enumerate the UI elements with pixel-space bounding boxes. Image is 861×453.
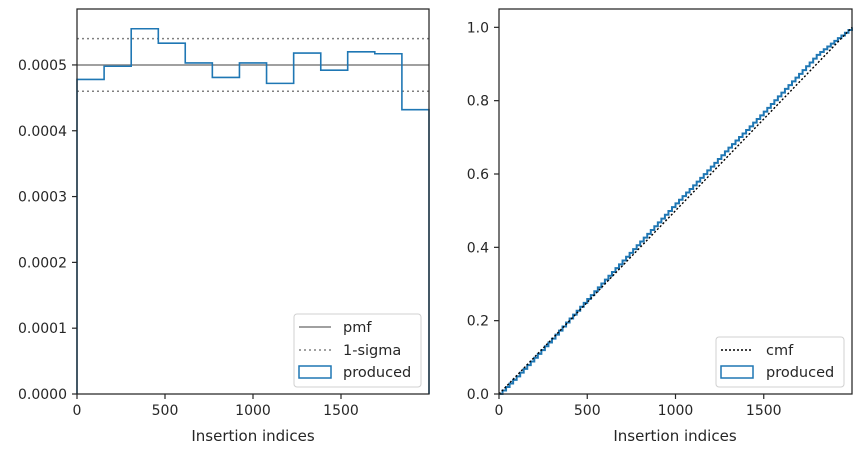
produced-cumulative-line — [499, 27, 853, 395]
cumulative-y-tick-label: 0.2 — [467, 314, 489, 330]
histogram-legend-box — [293, 313, 422, 388]
histogram-x-axis-label: Insertion indices — [191, 427, 314, 445]
legend-produced-label-cumulative: produced — [766, 365, 834, 381]
cumulative-y-tick-label: 0.0 — [467, 387, 489, 403]
cumulative-panel: 0 500 1000 1500 0.0 0.2 0.4 0.6 0.8 1.0 Insertio… — [467, 8, 853, 445]
histogram-panel: 0 500 1000 1500 0.00000.00010.00020.00030.0… — [18, 8, 430, 445]
cumulative-x-axis-label: Insertion indices — [613, 427, 736, 445]
cumulative-y-tick-label: 0.8 — [467, 94, 489, 110]
histogram-x-tick-label: 500 — [152, 403, 179, 419]
legend-produced-swatch — [298, 365, 332, 379]
histogram-x-tick-label: 1000 — [235, 403, 271, 419]
legend-produced-swatch-cumulative — [720, 365, 754, 379]
cumulative-x-tick-label: 0 — [495, 403, 504, 419]
histogram-y-tick-label: 0.0005 — [18, 58, 67, 74]
cumulative-y-tick-label: 0.6 — [467, 167, 489, 183]
produced-histogram-step — [76, 27, 430, 394]
cumulative-y-tick-label: 0.4 — [467, 240, 489, 256]
cumulative-x-tick-label: 1000 — [658, 403, 694, 419]
cumulative-legend: cmf produced — [715, 336, 845, 388]
cumulative-plot-area — [498, 26, 853, 395]
legend-pmf-label: pmf — [343, 320, 372, 336]
histogram-legend: pmf 1-sigma produced — [293, 313, 422, 388]
histogram-y-tick-label: 0.0002 — [18, 255, 67, 271]
legend-1-sigma-label: 1-sigma — [343, 343, 401, 359]
legend-cmf-label: cmf — [766, 343, 794, 359]
histogram-x-tick-label: 1500 — [323, 403, 359, 419]
cumulative-x-tick-label: 1500 — [746, 403, 782, 419]
cmf-line — [498, 26, 853, 395]
cumulative-y-tick-label: 1.0 — [467, 20, 489, 36]
histogram-plot-area — [76, 27, 430, 394]
histogram-y-tick-label: 0.0001 — [18, 321, 67, 337]
histogram-y-tick-label: 0.0004 — [18, 124, 67, 140]
histogram-y-tick-label: 0.0003 — [18, 190, 67, 206]
histogram-y-ticks: 0.0000 0.0001 0.0002 0.0003 0.0004 0.0005 — [18, 58, 77, 403]
histogram-x-tick-label: 0 — [73, 403, 82, 419]
cumulative-y-ticks: 0.0 0.2 0.4 0.6 0.8 1.0 — [467, 20, 499, 403]
legend-produced-label: produced — [343, 365, 411, 381]
histogram-y-tick-label: 0.0000 — [18, 387, 67, 403]
cumulative-x-tick-label: 500 — [574, 403, 601, 419]
cumulative-x-ticks: 0 500 1000 1500 — [495, 394, 782, 419]
cumulative-legend-box — [715, 336, 845, 388]
histogram-x-ticks: 0 500 1000 1500 — [73, 394, 359, 419]
